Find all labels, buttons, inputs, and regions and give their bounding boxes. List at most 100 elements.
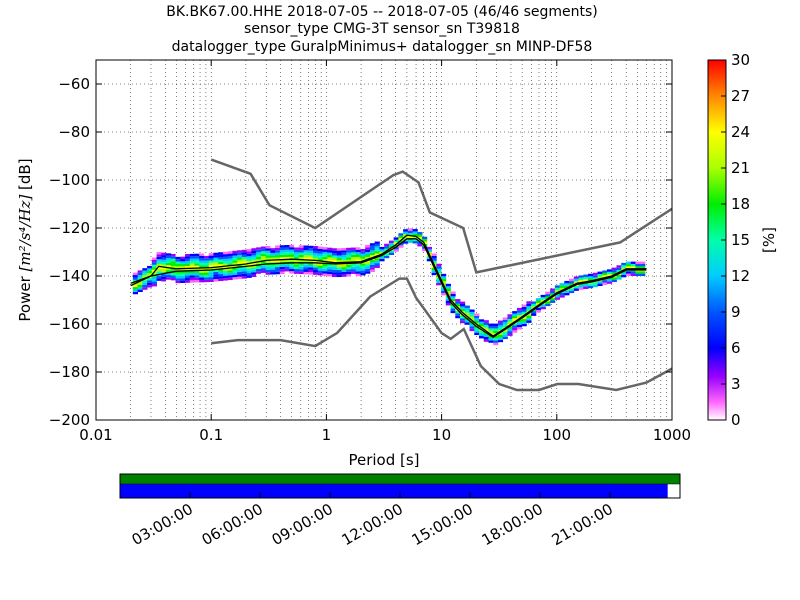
histogram-cell (384, 248, 390, 251)
histogram-cell (331, 253, 338, 256)
histogram-cell (550, 293, 556, 296)
histogram-cell (180, 268, 186, 271)
histogram-cell (417, 232, 423, 235)
histogram-cell (341, 260, 347, 263)
histogram-cell (279, 264, 285, 267)
histogram-cell (189, 275, 195, 278)
histogram-cell (412, 236, 418, 239)
histogram-cell (502, 329, 508, 332)
histogram-cell (460, 301, 466, 305)
histogram-cell (199, 270, 205, 273)
histogram-cell (265, 257, 271, 261)
histogram-cell (483, 322, 489, 325)
histogram-cell (256, 254, 262, 257)
histogram-cell (313, 255, 319, 259)
histogram-cell (251, 269, 257, 273)
histogram-cell (374, 243, 380, 247)
histogram-cell (147, 265, 153, 269)
histogram-cell (185, 270, 191, 274)
histogram-cell (275, 255, 281, 258)
timeline-tick-label: 21:00:00 (549, 500, 616, 549)
histogram-cell (218, 254, 224, 258)
histogram-cell (535, 307, 542, 311)
histogram-cell (350, 252, 357, 255)
histogram-cell (331, 267, 338, 270)
histogram-cell (298, 245, 304, 248)
histogram-cell (346, 259, 352, 263)
histogram-cell (346, 250, 352, 253)
histogram-cell (284, 264, 290, 267)
histogram-cell (241, 271, 248, 274)
histogram-cell (232, 277, 238, 280)
histogram-cell (512, 327, 518, 331)
histogram-cell (346, 271, 352, 275)
histogram-cell (478, 336, 485, 339)
histogram-cell (185, 268, 191, 271)
histogram-cell (469, 314, 475, 317)
histogram-cell (132, 289, 138, 292)
histogram-cell (464, 319, 470, 323)
histogram-cell (493, 338, 499, 341)
histogram-cell (147, 273, 153, 276)
histogram-cell (331, 272, 338, 275)
histogram-cell (189, 273, 195, 276)
histogram-cell (331, 269, 338, 273)
histogram-cell (512, 315, 518, 319)
histogram-cell (497, 334, 504, 338)
histogram-cell (374, 241, 380, 244)
histogram-cell (327, 254, 333, 258)
timeline-tick-label: 09:00:00 (269, 500, 336, 549)
histogram-cell (493, 335, 499, 339)
colorbar-tick-label: 0 (731, 411, 741, 429)
histogram-cell (350, 259, 357, 262)
histogram-cell (350, 264, 357, 267)
histogram-cell (436, 282, 442, 286)
histogram-cell (237, 262, 243, 265)
histogram-cell (455, 296, 461, 300)
histogram-cell (213, 255, 219, 258)
histogram-cell (194, 253, 200, 257)
histogram-cell (573, 281, 579, 284)
histogram-cell (147, 280, 153, 283)
histogram-cell (161, 276, 167, 280)
histogram-cell (180, 254, 186, 257)
histogram-cell (175, 280, 181, 284)
histogram-cell (203, 260, 210, 263)
histogram-cell (583, 276, 589, 280)
histogram-cell (275, 247, 281, 251)
histogram-cell (625, 266, 632, 269)
histogram-cell (369, 255, 376, 258)
histogram-cell (512, 318, 518, 321)
histogram-cell (450, 298, 456, 302)
histogram-cell (403, 236, 409, 239)
histogram-cell (208, 253, 214, 256)
histogram-cell (175, 275, 181, 279)
histogram-cell (260, 268, 267, 271)
histogram-cell (331, 250, 338, 254)
histogram-cell (336, 272, 342, 275)
histogram-cell (166, 270, 172, 273)
histogram-cell (189, 270, 195, 274)
histogram-cell (161, 274, 167, 277)
histogram-cell (336, 265, 342, 268)
histogram-cell (588, 276, 594, 279)
histogram-cell (640, 273, 646, 276)
histogram-cell (483, 320, 489, 323)
histogram-cell (208, 255, 214, 259)
histogram-cell (137, 272, 143, 276)
histogram-cell (445, 286, 451, 289)
histogram-cell (199, 277, 205, 280)
histogram-cell (208, 260, 214, 263)
histogram-cell (460, 304, 466, 307)
histogram-cell (166, 272, 172, 275)
histogram-cell (460, 316, 466, 319)
histogram-cell (279, 271, 285, 275)
histogram-cell (578, 275, 584, 278)
histogram-cell (436, 270, 442, 274)
histogram-cell (469, 323, 475, 327)
histogram-cell (531, 311, 537, 314)
histogram-cell (180, 273, 186, 276)
histogram-cell (270, 252, 276, 256)
histogram-cell (227, 272, 233, 276)
histogram-cell (170, 280, 176, 283)
